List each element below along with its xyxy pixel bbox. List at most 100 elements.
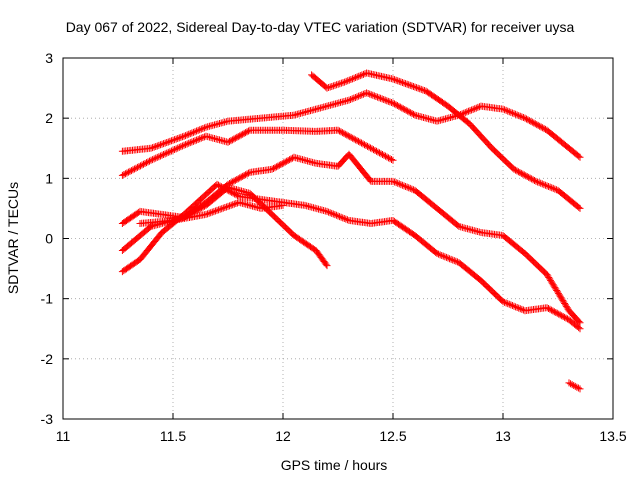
data-point <box>371 146 379 154</box>
data-point <box>193 127 201 135</box>
data-point <box>182 132 190 140</box>
data-point <box>199 124 207 132</box>
data-point <box>130 165 138 173</box>
data-point <box>155 153 163 161</box>
data-point <box>380 96 388 104</box>
data-point <box>120 171 128 179</box>
data-point <box>340 215 348 223</box>
data-point <box>150 155 158 163</box>
data-point <box>576 204 584 212</box>
data-point <box>398 104 406 112</box>
data-point <box>406 81 414 89</box>
data-point <box>163 149 171 157</box>
data-point <box>420 87 428 95</box>
data-point <box>367 91 375 99</box>
data-point <box>508 109 516 117</box>
data-point <box>376 149 383 157</box>
data-point <box>447 255 455 263</box>
data-point <box>389 99 397 107</box>
data-point <box>194 126 202 134</box>
data-point <box>395 180 403 188</box>
data-point <box>538 180 546 188</box>
data-point <box>575 324 583 332</box>
data-point <box>147 144 155 152</box>
data-point <box>334 212 342 220</box>
data-point <box>453 258 461 266</box>
data-point <box>219 184 227 192</box>
data-point <box>395 102 403 110</box>
data-point <box>167 147 175 155</box>
data-point <box>392 76 400 84</box>
data-point <box>432 248 440 256</box>
data-point <box>353 73 361 81</box>
data-point <box>272 163 280 171</box>
data-point <box>508 302 516 310</box>
data-point <box>166 137 174 145</box>
data-point <box>372 93 380 101</box>
data-point <box>386 155 394 163</box>
data-point <box>194 135 202 143</box>
data-point <box>534 121 542 129</box>
data-point <box>334 80 342 88</box>
y-tick-label: 2 <box>45 110 53 126</box>
data-point <box>335 127 343 135</box>
data-point <box>522 172 530 180</box>
data-point <box>228 178 236 186</box>
data-point <box>163 139 171 147</box>
data-point <box>374 148 382 156</box>
data-point <box>345 96 353 104</box>
data-point <box>329 82 337 90</box>
data-point <box>529 176 537 184</box>
data-point <box>400 79 408 87</box>
data-point <box>336 80 344 88</box>
data-point <box>279 201 287 209</box>
data-point <box>202 210 210 218</box>
data-point <box>341 130 349 138</box>
data-point <box>219 204 227 212</box>
data-point <box>525 117 533 125</box>
data-point <box>394 179 402 187</box>
data-point <box>242 171 250 179</box>
data-point <box>211 207 219 215</box>
data-point <box>518 305 526 313</box>
data-point <box>381 96 389 104</box>
data-point <box>169 136 177 144</box>
data-point <box>531 120 539 128</box>
data-point <box>469 105 477 113</box>
data-point <box>379 151 386 159</box>
data-point <box>405 81 413 89</box>
data-point <box>351 93 359 101</box>
data-point <box>557 294 565 302</box>
data-point <box>177 143 185 151</box>
data-point <box>175 143 183 151</box>
data-point <box>563 304 571 312</box>
data-point <box>164 138 172 146</box>
data-point <box>405 184 413 192</box>
data-point <box>160 151 168 159</box>
data-point <box>230 177 238 185</box>
data-point <box>575 152 583 160</box>
data-point <box>331 81 339 89</box>
data-point <box>356 72 364 80</box>
data-point <box>180 141 188 149</box>
data-point <box>118 171 126 179</box>
data-point <box>141 159 149 167</box>
data-point <box>364 89 372 97</box>
data-point <box>565 379 573 387</box>
data-point <box>375 94 383 102</box>
data-point <box>365 143 373 151</box>
data-point <box>558 295 566 303</box>
data-point <box>549 281 557 289</box>
data-point <box>520 171 528 179</box>
data-markers <box>118 69 584 393</box>
data-point <box>350 74 358 82</box>
data-point <box>511 166 519 174</box>
data-point <box>474 103 482 111</box>
data-point <box>359 90 367 98</box>
data-point <box>234 133 242 141</box>
data-point <box>218 205 226 213</box>
data-point <box>167 137 175 145</box>
data-point <box>343 216 351 224</box>
data-point <box>217 183 225 191</box>
data-point <box>216 182 224 190</box>
